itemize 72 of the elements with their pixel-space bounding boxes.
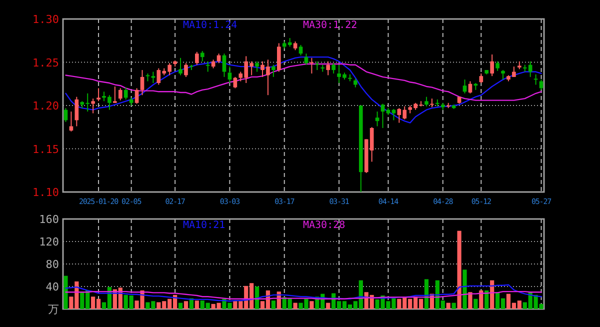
candlestick xyxy=(74,96,79,127)
bar xyxy=(310,301,314,309)
bar xyxy=(479,290,484,309)
text: MA30:1.22 xyxy=(303,20,358,31)
bar xyxy=(178,302,183,309)
candlestick xyxy=(96,88,100,102)
candlestick xyxy=(310,57,314,74)
candlestick xyxy=(178,57,182,76)
candlestick xyxy=(326,60,330,76)
candlestick xyxy=(151,71,156,84)
bar xyxy=(452,302,456,309)
candlestick xyxy=(468,80,472,94)
candlestick xyxy=(140,70,144,96)
candlestick xyxy=(134,88,139,104)
y-tick-label: 40 xyxy=(46,280,59,294)
bar xyxy=(194,300,199,309)
candlestick xyxy=(424,96,428,107)
bar xyxy=(254,286,260,309)
bar xyxy=(468,292,472,309)
candlestick xyxy=(184,62,188,78)
text: MA10:21 xyxy=(183,220,226,231)
line-series xyxy=(65,284,542,302)
candlestick xyxy=(380,103,385,128)
candlestick xyxy=(496,60,500,72)
text: MA30:28 xyxy=(303,220,346,231)
bar xyxy=(326,302,330,309)
candlestick xyxy=(113,86,117,104)
bar xyxy=(462,270,467,309)
bar xyxy=(271,300,276,309)
candlestick xyxy=(501,70,505,80)
y-tick-label: 1.15 xyxy=(32,142,59,156)
y-tick-label: 1.25 xyxy=(32,56,59,70)
text: MA10:1.24 xyxy=(183,20,238,31)
y-tick-label: 1.20 xyxy=(32,100,59,112)
line-series xyxy=(65,290,542,300)
y-tick-label: 万 xyxy=(48,303,59,316)
bar xyxy=(457,230,462,309)
candlestick xyxy=(233,76,238,89)
candlestick xyxy=(195,51,199,66)
candlestick xyxy=(462,79,467,94)
bar xyxy=(484,290,489,309)
candlestick xyxy=(118,88,122,101)
candlestick xyxy=(490,54,494,77)
candlestick xyxy=(276,42,281,72)
bar xyxy=(64,276,68,309)
candlestick xyxy=(298,44,303,56)
candlestick xyxy=(216,53,221,64)
candlestick xyxy=(124,86,128,100)
candlestick xyxy=(375,111,380,127)
candlestick xyxy=(228,66,232,84)
candlestick xyxy=(222,53,226,78)
candlestick xyxy=(91,98,95,114)
candlestick xyxy=(479,72,484,84)
bar xyxy=(474,298,478,309)
candlestick xyxy=(332,62,336,74)
bar xyxy=(424,279,429,309)
candlestick xyxy=(146,72,150,82)
y-tick-label: 1.30 xyxy=(32,13,59,26)
candlestick xyxy=(255,60,259,72)
bar xyxy=(184,301,188,309)
y-tick-label: 120 xyxy=(39,236,59,248)
bar xyxy=(293,302,298,309)
candlestick xyxy=(272,64,276,78)
candlestick xyxy=(200,50,204,62)
candlestick xyxy=(206,60,210,72)
y-tick-label: 80 xyxy=(46,258,59,271)
candlestick xyxy=(304,53,308,66)
candlestick xyxy=(392,108,396,121)
candlestick xyxy=(534,74,538,86)
y-tick-label: 1.10 xyxy=(32,186,59,199)
bar xyxy=(446,302,450,309)
y-tick-label: 160 xyxy=(39,213,59,226)
